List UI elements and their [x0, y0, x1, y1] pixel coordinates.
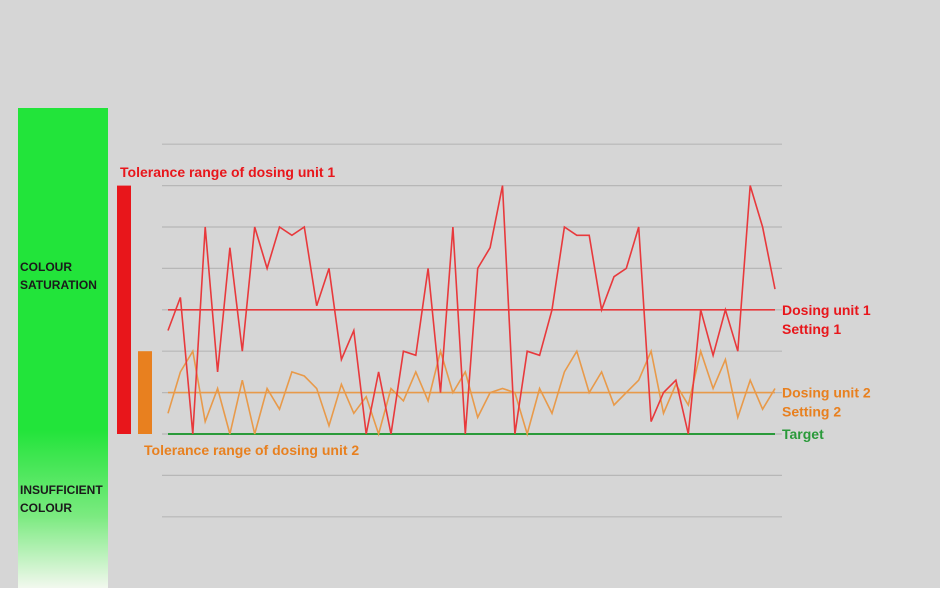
tolerance-bar-unit-1 [117, 185, 131, 434]
reference-line-label: Dosing unit 2 [782, 385, 871, 401]
reference-line-sublabel: Setting 1 [782, 321, 841, 337]
series-line [167, 185, 776, 435]
reference-line-label: Target [782, 426, 824, 442]
reference-line-label: Dosing unit 1 [782, 302, 871, 318]
tolerance-label-unit-1: Tolerance range of dosing unit 1 [120, 164, 335, 180]
tolerance-bars [117, 185, 152, 434]
chart-labels: Tolerance range of dosing unit 1 Toleran… [120, 164, 871, 458]
tolerance-bar-unit-2 [138, 351, 152, 434]
grid-lines [162, 143, 782, 518]
reference-line-sublabel: Setting 2 [782, 404, 841, 420]
colour-saturation-bar [18, 108, 108, 588]
colour-saturation-label: COLOUR SATURATION [20, 260, 97, 292]
insufficient-colour-label: INSUFFICIENT COLOUR [20, 483, 103, 515]
series-line [167, 348, 776, 437]
series-lines [167, 185, 776, 437]
tolerance-label-unit-2: Tolerance range of dosing unit 2 [144, 442, 359, 458]
